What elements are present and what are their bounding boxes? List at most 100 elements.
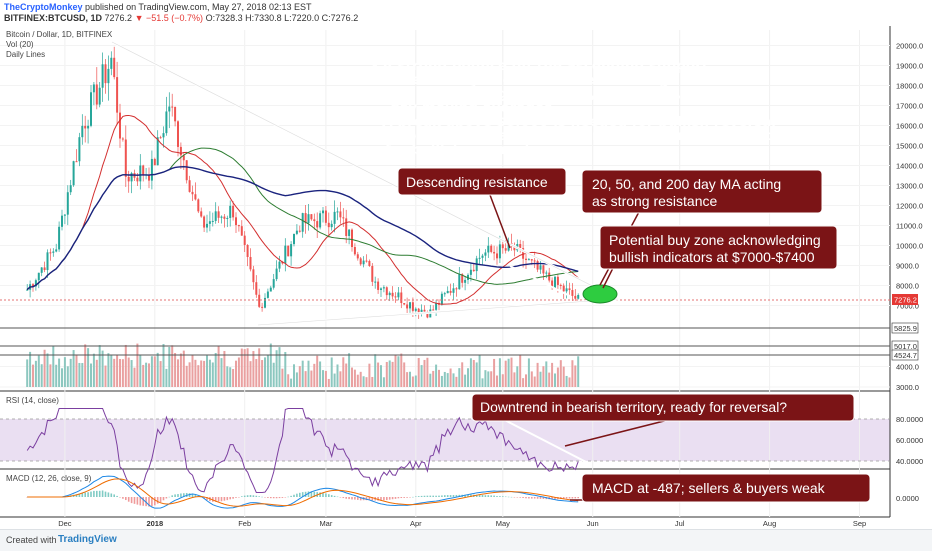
candle-body [55,249,58,252]
macd-hist-bar [406,497,408,498]
candle-body [554,276,556,288]
macd-hist-bar [551,497,553,500]
ascending-support-edge [257,298,619,326]
volume-bar [385,361,388,387]
volume-bar [464,374,467,387]
volume-bar [414,375,417,387]
volume-bar [84,344,87,387]
volume-bar [58,358,61,387]
macd-hist-bar [90,491,92,497]
vol-label: Vol (20) [6,40,34,49]
volume-bar [252,351,255,387]
volume-bar [287,374,290,387]
macd-hist-bar [281,497,284,498]
macd-hist-bar [455,494,458,497]
volume-bar [269,343,272,387]
x-tick-label: May [496,519,510,528]
candle-body [498,244,501,259]
volume-bar [266,355,269,387]
author-name[interactable]: TheCryptoMonkey [4,2,83,12]
callout-rsi: Downtrend in bearish territory, ready fo… [471,393,855,447]
callout-descending-resistance: Descending resistance [397,167,567,249]
candle-body [217,211,220,218]
macd-hist-bar [568,497,571,499]
volume-bar [304,371,307,387]
volume-bar [435,364,438,387]
chart-header: TheCryptoMonkey published on TradingView… [0,0,932,26]
volume-bar [142,364,145,387]
candle-body [188,180,191,192]
volume-bar [374,354,377,387]
candle-body [90,92,92,126]
candle-body [127,176,130,182]
callout-macd: MACD at -487; sellers & buyers weak [570,473,871,503]
candle-body [530,259,533,261]
macd-hist-bar [75,494,78,497]
descending-resistance-edge [111,41,619,300]
volume-bar [226,366,229,387]
volume-bar [69,358,72,387]
candle-body [388,292,391,296]
macd-hist-bar [522,497,524,498]
macd-hist-bar [348,497,350,500]
volume-bar [530,371,533,387]
candle-body [359,258,362,265]
macd-hist-bar [415,496,417,497]
macd-hist-bar [423,495,426,497]
volume-bar [577,356,580,387]
macd-hist-bar [223,497,226,501]
macd-hist-bar [403,497,405,498]
candle-body [307,214,310,224]
macd-hist-bar [435,495,437,497]
candle-body [333,211,336,224]
macd-label: MACD (12, 26, close, 9) [6,474,92,483]
volume-bar [353,369,356,387]
price-chart[interactable]: 7000.0 8000.0 9000.0 10000.0 11000.0 12000.0 1… [0,26,932,529]
macd-hist-bar [101,490,104,497]
macd-tick-label: 0.0000 [896,494,919,503]
candle-body [206,223,208,228]
macd-hist-bar [536,497,539,499]
tradingview-logo[interactable]: TradingView [58,534,117,545]
macd-hist-bar [96,490,98,497]
volume-bar [237,357,240,387]
candle-body [542,265,545,274]
candle-body [75,161,78,163]
chart-title: Bitcoin / Dollar, 1D, BITFINEX [6,30,113,39]
volume-bar [397,356,400,387]
candle-body [243,235,246,245]
candle-body [400,292,403,304]
volume-bar [63,357,66,387]
volume-bar [182,350,185,387]
volume-bar [127,357,130,387]
candle-body [380,288,382,290]
volume-bar [319,361,322,387]
candle-body [522,248,525,259]
candle-body [353,247,356,255]
volume-bar [565,375,568,387]
volume-bar [403,362,406,387]
candle-body [304,213,307,224]
macd-hist-bar [255,495,258,497]
macd-hist-bar [194,494,197,497]
candle-body [577,294,580,299]
macd-hist-bar [180,493,182,497]
candle-body [559,284,562,286]
macd-hist-bar [235,497,237,498]
macd-hist-bar [183,493,185,497]
candle-body [458,274,461,290]
candle-body [165,111,168,134]
volume-bar [380,365,382,387]
volume-bar [568,377,571,387]
volume-bar [458,368,461,387]
volume-bar [145,362,148,387]
volume-bar [551,362,554,387]
macd-hist-bar [78,493,81,497]
volume-bar [171,345,174,387]
volume-bar [443,371,446,387]
candle-body [374,281,377,283]
candle-body [345,218,348,236]
volume-bar [417,357,420,387]
volume-bar [400,353,403,387]
candles [26,46,580,319]
